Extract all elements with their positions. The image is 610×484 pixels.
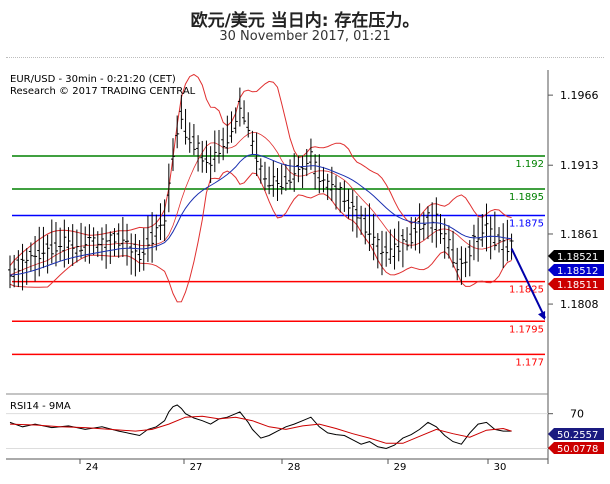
time-axis-tick-label: 24 — [86, 462, 99, 473]
bb-value-tag-label: 1.18511 — [557, 280, 598, 291]
support-level-label: 1.177 — [515, 357, 544, 368]
pivot-level-label: 1.1875 — [509, 218, 544, 229]
instrument-label: EUR/USD - 30min - 0:21:20 (CET) — [10, 74, 176, 85]
moving-average-line — [9, 153, 512, 276]
chart-title: 欧元/美元 当日内: 存在压力。 — [190, 11, 420, 31]
price-value-tag — [548, 250, 604, 262]
projection-arrow — [510, 248, 546, 319]
chart-date: 30 November 2017, 01:21 — [219, 29, 391, 44]
ma-value-tag — [548, 442, 604, 454]
ema-value-tag — [548, 264, 604, 276]
time-axis-tick-label: 28 — [288, 462, 301, 473]
bb-value-tag — [548, 278, 604, 290]
ma-value-tag-label: 50.0778 — [557, 444, 598, 455]
resistance-level-label: 1.192 — [515, 159, 544, 170]
ema-value-tag-label: 1.18512 — [557, 266, 598, 277]
price-value-tag-label: 1.18521 — [557, 252, 598, 263]
price-axis-tick-label: 1.1913 — [560, 159, 599, 172]
projection-arrowhead — [538, 310, 546, 320]
resistance-level-label: 1.1895 — [509, 192, 544, 203]
time-axis-tick-label: 27 — [190, 462, 203, 473]
rsi-label: RSI14 - 9MA — [10, 401, 71, 412]
support-level-label: 1.1825 — [509, 285, 544, 296]
rsi-ma-line — [9, 415, 512, 444]
time-axis-tick-label: 30 — [494, 462, 507, 473]
rsi-value-tag — [548, 428, 604, 440]
rsi-axis-tick-label: 70 — [570, 408, 584, 421]
price-axis-tick-label: 1.1808 — [560, 298, 599, 311]
source-label: Research © 2017 TRADING CENTRAL — [10, 86, 196, 97]
rsi-line — [9, 404, 512, 450]
support-level-label: 1.1795 — [509, 324, 544, 335]
price-axis-tick-label: 1.1966 — [560, 89, 599, 102]
rsi-value-tag-label: 50.2557 — [557, 430, 598, 441]
price-axis-tick-label: 1.1861 — [560, 228, 599, 241]
header-divider — [6, 57, 604, 58]
time-axis-tick-label: 29 — [394, 462, 407, 473]
